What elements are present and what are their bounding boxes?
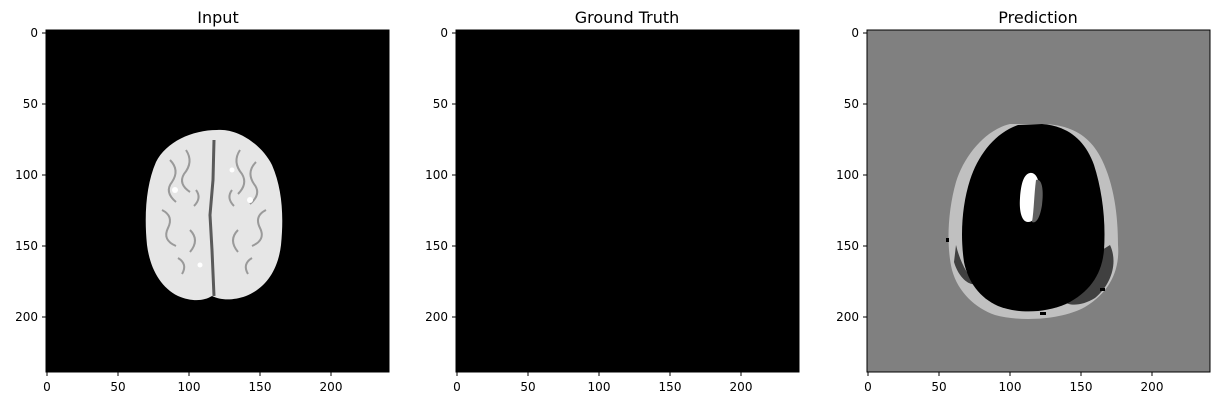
y-tick-label: 100 — [425, 168, 448, 182]
x-tick-label: 150 — [659, 380, 682, 394]
y-axis: 0 50 100 150 200 — [836, 26, 867, 324]
x-tick-label: 200 — [1141, 380, 1164, 394]
x-tick-label: 150 — [1070, 380, 1093, 394]
y-tick-label: 50 — [433, 97, 448, 111]
x-tick-label: 200 — [320, 380, 343, 394]
axes-frame — [455, 29, 800, 373]
x-tick-label: 50 — [520, 380, 535, 394]
y-tick-label: 150 — [836, 239, 859, 253]
x-tick-label: 50 — [110, 380, 125, 394]
y-tick-label: 200 — [425, 310, 448, 324]
x-tick-label: 0 — [864, 380, 872, 394]
x-tick-label: 200 — [730, 380, 753, 394]
y-tick-label: 0 — [30, 26, 38, 40]
panel-input: Input — [15, 8, 390, 394]
panel-ground-truth: Ground Truth 0 50 100 150 200 0 50 100 1… — [425, 8, 800, 394]
axes-frame — [45, 29, 390, 373]
panel-title: Prediction — [998, 8, 1077, 27]
x-tick-label: 50 — [931, 380, 946, 394]
panel-title: Input — [197, 8, 238, 27]
y-tick-label: 0 — [851, 26, 859, 40]
x-tick-label: 0 — [453, 380, 461, 394]
y-tick-label: 50 — [23, 97, 38, 111]
x-tick-label: 0 — [43, 380, 51, 394]
x-axis: 0 50 100 150 200 — [43, 372, 342, 394]
y-tick-label: 150 — [425, 239, 448, 253]
y-tick-label: 100 — [15, 168, 38, 182]
x-tick-label: 100 — [178, 380, 201, 394]
panel-prediction: Prediction — [836, 8, 1211, 394]
segmentation-map-image — [946, 124, 1119, 319]
y-tick-label: 50 — [844, 97, 859, 111]
y-axis: 0 50 100 150 200 — [15, 26, 46, 324]
brain-slice-image — [145, 129, 283, 301]
x-tick-label: 100 — [588, 380, 611, 394]
panel-title: Ground Truth — [575, 8, 680, 27]
y-tick-label: 200 — [836, 310, 859, 324]
x-tick-label: 150 — [249, 380, 272, 394]
y-tick-label: 100 — [836, 168, 859, 182]
y-axis: 0 50 100 150 200 — [425, 26, 456, 324]
x-tick-label: 100 — [999, 380, 1022, 394]
y-tick-label: 150 — [15, 239, 38, 253]
image-area — [456, 30, 799, 372]
x-axis: 0 50 100 150 200 — [453, 372, 752, 394]
y-tick-label: 0 — [440, 26, 448, 40]
y-tick-label: 200 — [15, 310, 38, 324]
axes-frame — [866, 29, 1211, 373]
x-axis: 0 50 100 150 200 — [864, 372, 1163, 394]
